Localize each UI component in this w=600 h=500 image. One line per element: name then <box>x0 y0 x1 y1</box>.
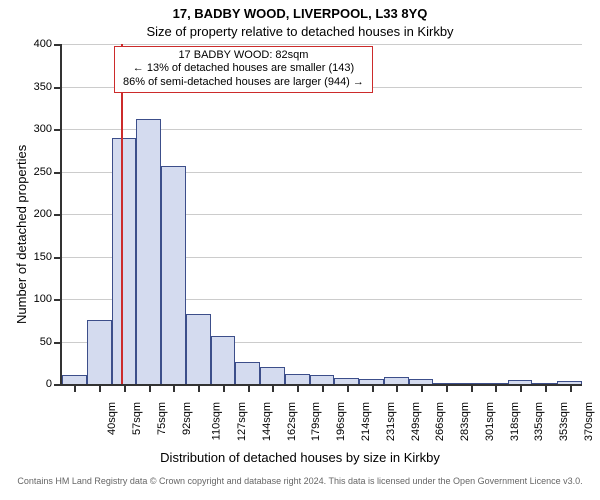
x-tick-label: 283sqm <box>459 402 471 441</box>
bar <box>409 379 434 384</box>
x-tick-label: 318sqm <box>509 402 521 441</box>
bar <box>557 381 582 384</box>
annotation-line1: 17 BADBY WOOD: 82sqm <box>123 49 364 63</box>
y-tick-label: 0 <box>46 378 62 390</box>
x-tick <box>173 386 175 392</box>
x-tick <box>446 386 448 392</box>
bar <box>285 374 310 384</box>
x-tick-label: 75sqm <box>156 402 168 435</box>
bar <box>211 336 236 384</box>
x-tick-label: 110sqm <box>211 402 223 440</box>
x-tick <box>471 386 473 392</box>
bar <box>62 375 87 384</box>
x-tick-label: 196sqm <box>335 402 347 441</box>
chart-title-description: Size of property relative to detached ho… <box>0 24 600 39</box>
bar <box>508 380 533 384</box>
bar <box>235 362 260 384</box>
x-tick <box>347 386 349 392</box>
annotation-line2: ← 13% of detached houses are smaller (14… <box>123 62 364 76</box>
bar <box>161 166 186 384</box>
bar <box>334 378 359 384</box>
annotation-box: 17 BADBY WOOD: 82sqm ← 13% of detached h… <box>114 46 373 93</box>
x-tick-label: 214sqm <box>360 402 372 441</box>
bar <box>260 367 285 384</box>
x-axis-label: Distribution of detached houses by size … <box>0 450 600 465</box>
x-tick-label: 266sqm <box>434 402 446 441</box>
x-tick-label: 92sqm <box>181 402 193 435</box>
x-tick-label: 301sqm <box>484 402 496 441</box>
bar <box>186 314 211 384</box>
x-tick <box>74 386 76 392</box>
x-tick-label: 162sqm <box>286 402 298 441</box>
bar <box>433 383 458 384</box>
x-tick-label: 370sqm <box>583 402 595 441</box>
y-tick-label: 400 <box>34 38 62 50</box>
bar <box>87 320 112 384</box>
bar <box>458 383 483 384</box>
annotation-line3: 86% of semi-detached houses are larger (… <box>123 76 364 90</box>
y-tick-label: 250 <box>34 166 62 178</box>
x-tick <box>223 386 225 392</box>
y-axis-label: Number of detached properties <box>14 145 29 324</box>
x-tick <box>570 386 572 392</box>
x-tick <box>495 386 497 392</box>
x-tick-label: 335sqm <box>533 402 545 441</box>
y-tick-label: 150 <box>34 251 62 263</box>
attribution-text: Contains HM Land Registry data © Crown c… <box>0 476 600 486</box>
x-tick-label: 144sqm <box>261 402 273 441</box>
x-tick-label: 40sqm <box>106 402 118 435</box>
x-tick-label: 57sqm <box>131 402 143 435</box>
plot-area: 050100150200250300350400 40sqm57sqm75sqm… <box>60 44 582 386</box>
x-tick-label: 353sqm <box>558 402 570 441</box>
x-tick-label: 179sqm <box>311 402 323 441</box>
bar <box>532 383 557 384</box>
x-tick <box>520 386 522 392</box>
bar <box>310 375 335 384</box>
y-tick-label: 300 <box>34 123 62 135</box>
x-tick-label: 231sqm <box>385 402 397 441</box>
marker-line <box>121 44 123 384</box>
x-tick <box>124 386 126 392</box>
x-tick <box>198 386 200 392</box>
bar <box>384 377 409 384</box>
x-tick-label: 127sqm <box>236 402 248 441</box>
x-tick <box>99 386 101 392</box>
y-tick-label: 200 <box>34 208 62 220</box>
bar <box>483 383 508 384</box>
x-tick-label: 249sqm <box>410 402 422 441</box>
x-tick <box>149 386 151 392</box>
x-tick <box>322 386 324 392</box>
x-tick <box>396 386 398 392</box>
x-tick <box>297 386 299 392</box>
y-tick-label: 50 <box>40 336 62 348</box>
chart-title-address: 17, BADBY WOOD, LIVERPOOL, L33 8YQ <box>0 6 600 21</box>
x-tick <box>372 386 374 392</box>
x-tick <box>272 386 274 392</box>
x-tick <box>545 386 547 392</box>
bar <box>112 138 137 385</box>
y-tick-label: 350 <box>34 81 62 93</box>
x-tick <box>421 386 423 392</box>
bar <box>136 119 161 384</box>
x-tick <box>248 386 250 392</box>
bar <box>359 379 384 384</box>
y-tick-label: 100 <box>34 293 62 305</box>
